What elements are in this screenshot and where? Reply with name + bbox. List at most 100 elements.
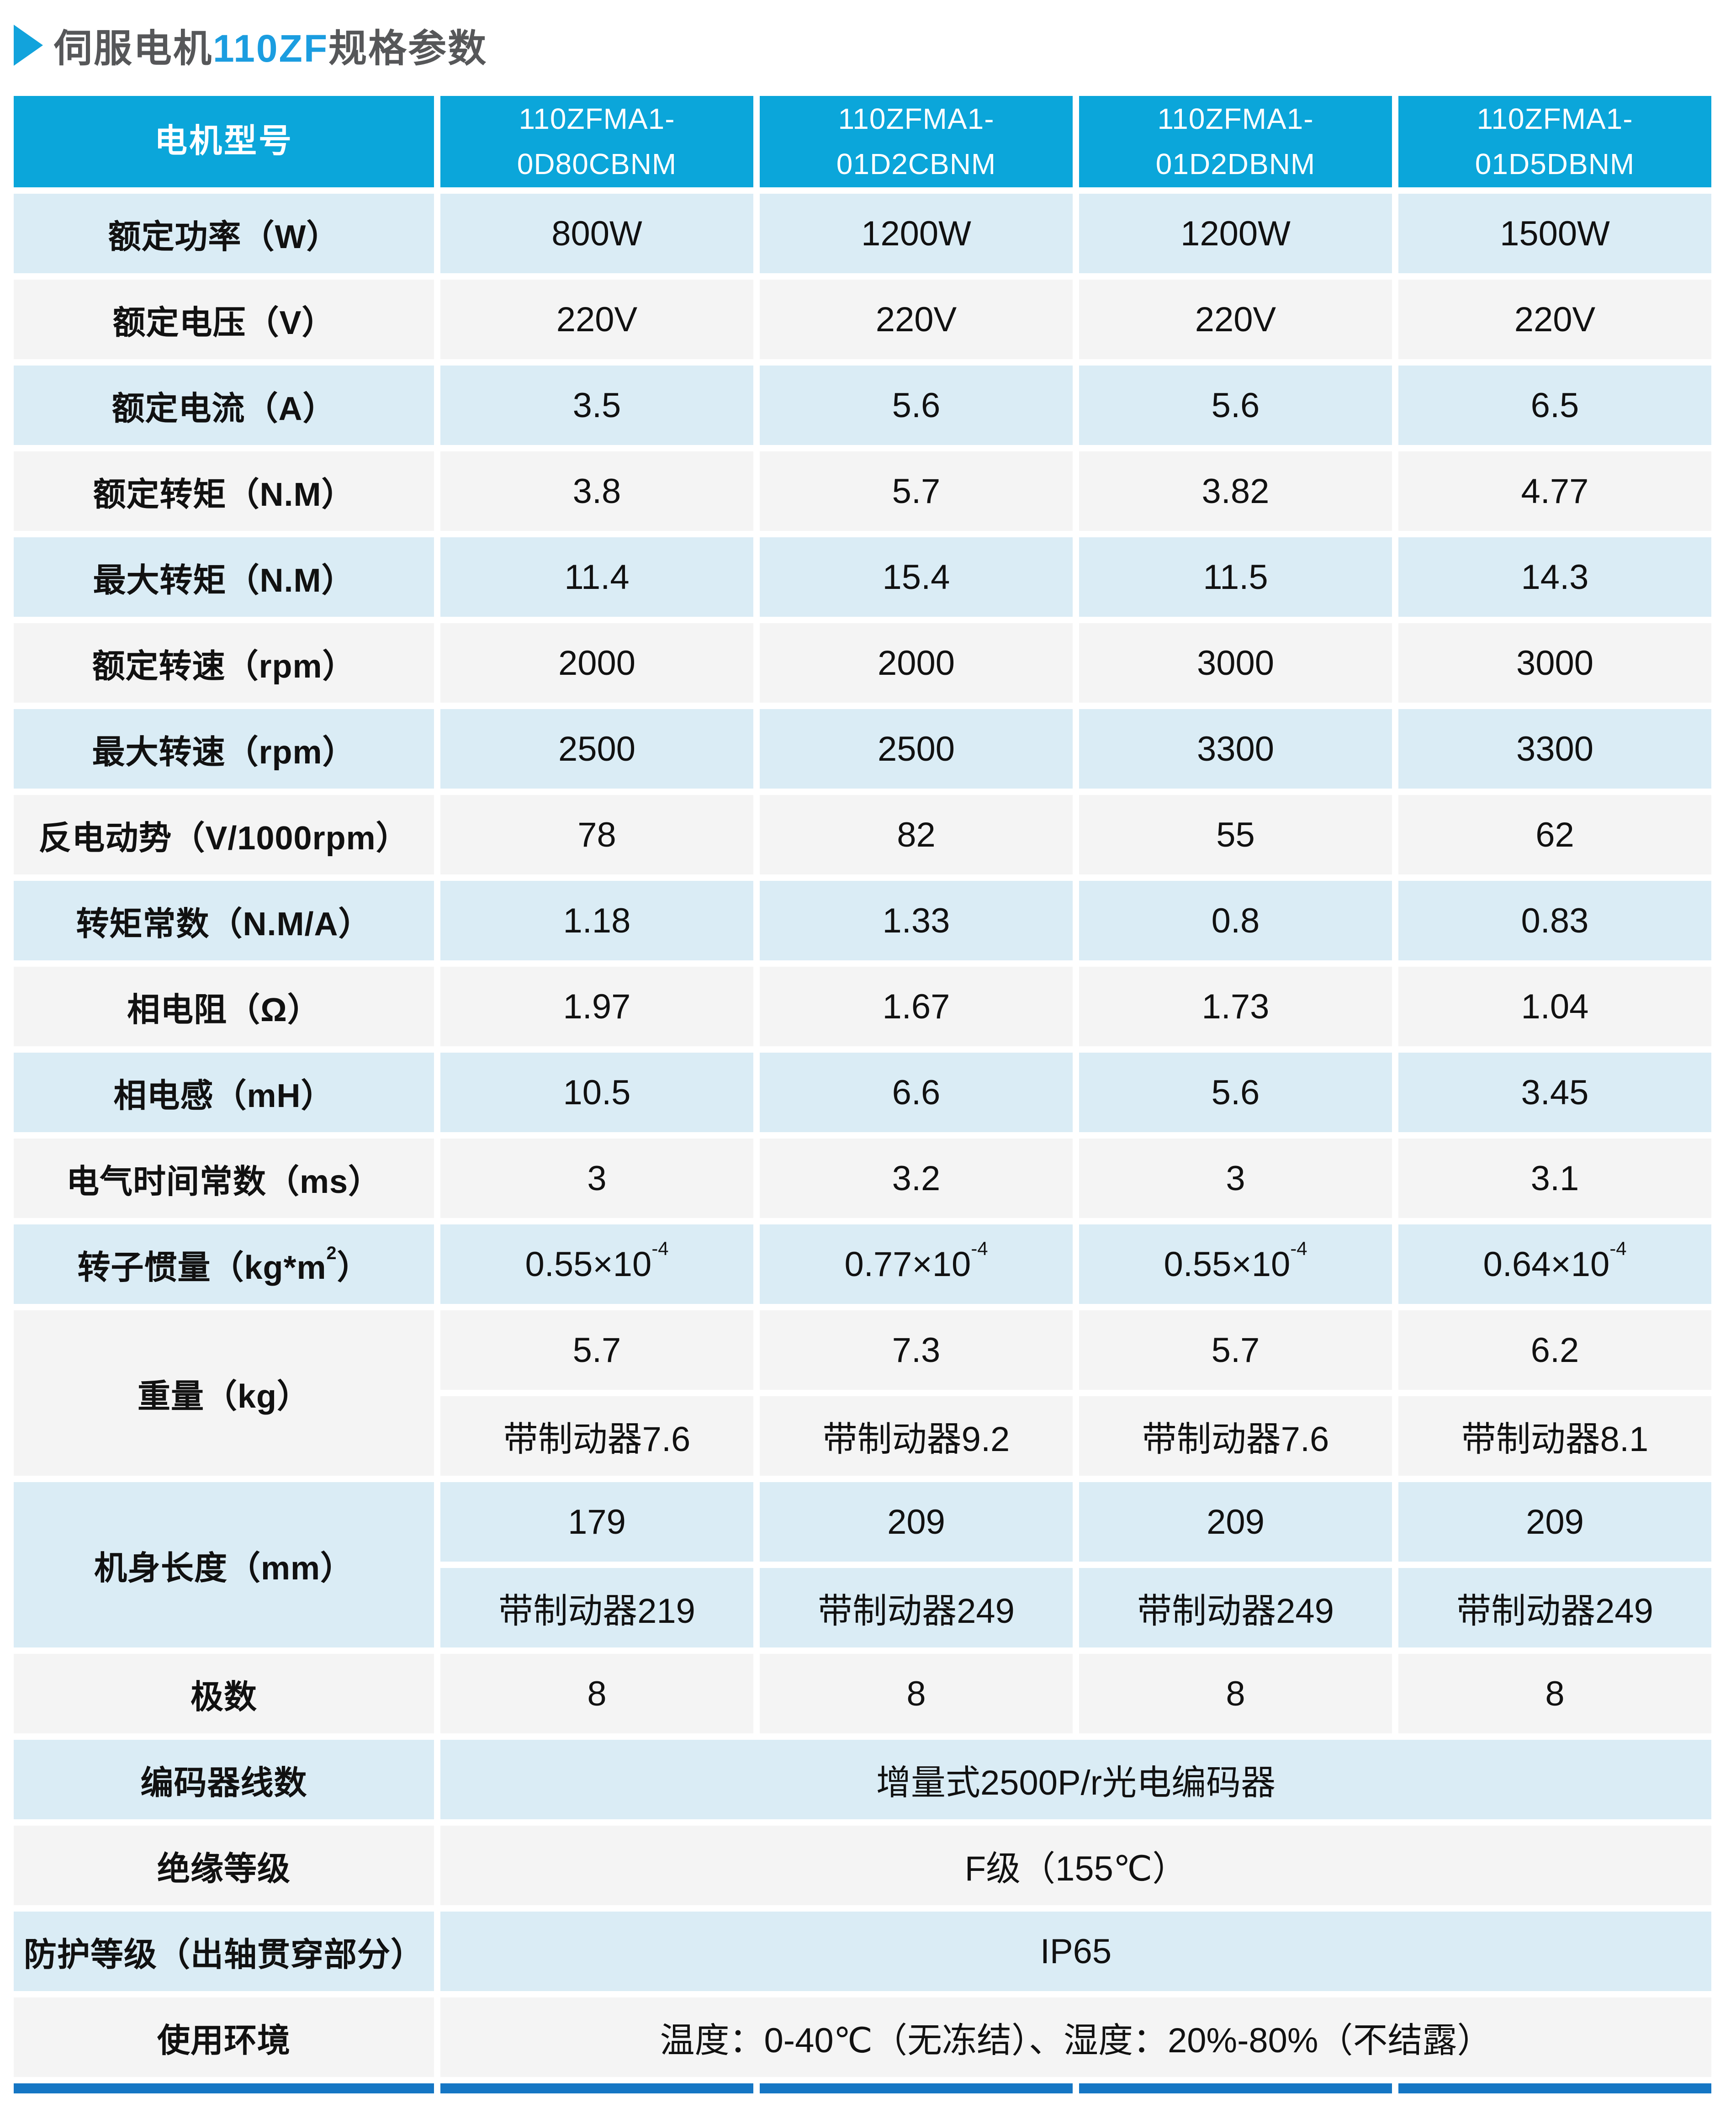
right-triangle-icon	[14, 25, 43, 66]
spec-cell: 3300	[1079, 709, 1392, 789]
spec-cell: 3.5	[440, 366, 753, 445]
spec-cell: 3	[1079, 1139, 1392, 1218]
spec-cell: 5.7	[760, 451, 1073, 531]
header-motor-model: 电机型号	[14, 96, 434, 187]
spec-cell: 3	[440, 1139, 753, 1218]
spec-cell: 3300	[1398, 709, 1711, 789]
spec-cell-merged: 增量式2500P/r光电编码器	[440, 1740, 1711, 1819]
value-superscript: -4	[651, 1238, 669, 1260]
spec-cell-merged: IP65	[440, 1912, 1711, 1991]
spec-cell: 55	[1079, 795, 1392, 874]
spec-cell: 7.3	[760, 1310, 1073, 1390]
spec-cell: 3.82	[1079, 451, 1392, 531]
row-phase-inductance: 相电感（mH） 10.5 6.6 5.6 3.45	[14, 1053, 1711, 1132]
spec-cell: 5.6	[760, 366, 1073, 445]
spec-cell: 209	[760, 1482, 1073, 1562]
value-superscript: -4	[1609, 1238, 1627, 1260]
spec-cell: 1.18	[440, 881, 753, 960]
spec-cell: 1500W	[1398, 194, 1711, 273]
spec-cell: 带制动器249	[760, 1568, 1073, 1647]
row-label: 额定电流（A）	[14, 366, 434, 445]
value-base: 0.55×10	[525, 1245, 652, 1284]
spec-cell: 1.33	[760, 881, 1073, 960]
row-label: 相电感（mH）	[14, 1053, 434, 1132]
spec-cell: 179	[440, 1482, 753, 1562]
spec-table: 电机型号 110ZFMA1- 0D80CBNM 110ZFMA1- 01D2CBNM…	[7, 90, 1718, 2100]
label-text: 转子惯量（kg*m	[77, 1249, 327, 1286]
spec-cell: 带制动器7.6	[1079, 1396, 1392, 1476]
spec-cell: 2500	[760, 709, 1073, 789]
spec-cell-merged: F级（155℃）	[440, 1826, 1711, 1905]
row-body-length-with-brake: 带制动器219 带制动器249 带制动器249 带制动器249	[14, 1568, 1711, 1647]
model-line: 01D5DBNM	[1475, 148, 1635, 180]
bottom-bar-segment	[760, 2083, 1073, 2093]
spec-cell: 220V	[1398, 280, 1711, 359]
row-label: 转子惯量（kg*m2）	[14, 1224, 434, 1304]
spec-cell: 3.8	[440, 451, 753, 531]
row-max-speed: 最大转速（rpm） 2500 2500 3300 3300	[14, 709, 1711, 789]
spec-cell: 5.6	[1079, 1053, 1392, 1132]
spec-cell: 11.4	[440, 537, 753, 617]
spec-cell: 1200W	[1079, 194, 1392, 273]
title-model-highlight: 110ZF	[213, 26, 329, 70]
spec-cell: 800W	[440, 194, 753, 273]
header-model-4: 110ZFMA1- 01D5DBNM	[1398, 96, 1711, 187]
spec-cell: 带制动器9.2	[760, 1396, 1073, 1476]
spec-cell: 10.5	[440, 1053, 753, 1132]
spec-cell: 0.8	[1079, 881, 1392, 960]
spec-cell: 0.55×10-4	[440, 1224, 753, 1304]
spec-cell: 2500	[440, 709, 753, 789]
row-torque-constant: 转矩常数（N.M/A） 1.18 1.33 0.8 0.83	[14, 881, 1711, 960]
spec-cell: 5.6	[1079, 366, 1392, 445]
spec-cell: 1200W	[760, 194, 1073, 273]
row-operating-environment: 使用环境 温度：0-40℃（无冻结）、湿度：20%-80%（不结露）	[14, 1997, 1711, 2077]
page-title: 伺服电机110ZF规格参数	[14, 20, 1736, 70]
spec-cell: 5.7	[1079, 1310, 1392, 1390]
value-base: 0.64×10	[1483, 1245, 1610, 1284]
row-rated-speed: 额定转速（rpm） 2000 2000 3000 3000	[14, 623, 1711, 703]
row-phase-resistance: 相电阻（Ω） 1.97 1.67 1.73 1.04	[14, 967, 1711, 1046]
spec-cell: 0.55×10-4	[1079, 1224, 1392, 1304]
value-base: 0.55×10	[1164, 1245, 1291, 1284]
row-rated-torque: 额定转矩（N.M） 3.8 5.7 3.82 4.77	[14, 451, 1711, 531]
spec-cell: 带制动器8.1	[1398, 1396, 1711, 1476]
spec-cell: 8	[440, 1654, 753, 1733]
header-model-1: 110ZFMA1- 0D80CBNM	[440, 96, 753, 187]
model-line: 01D2DBNM	[1155, 148, 1316, 180]
row-label: 相电阻（Ω）	[14, 967, 434, 1046]
row-back-emf: 反电动势（V/1000rpm） 78 82 55 62	[14, 795, 1711, 874]
spec-cell: 1.04	[1398, 967, 1711, 1046]
bottom-bar-segment	[1398, 2083, 1711, 2093]
spec-cell: 62	[1398, 795, 1711, 874]
row-label: 重量（kg）	[14, 1310, 434, 1476]
spec-cell: 220V	[440, 280, 753, 359]
row-label: 电气时间常数（ms）	[14, 1139, 434, 1218]
spec-cell: 3.1	[1398, 1139, 1711, 1218]
spec-cell: 1.67	[760, 967, 1073, 1046]
row-label: 最大转矩（N.M）	[14, 537, 434, 617]
value-superscript: -4	[1290, 1238, 1307, 1260]
spec-cell: 带制动器219	[440, 1568, 753, 1647]
spec-cell: 8	[760, 1654, 1073, 1733]
model-line: 01D2CBNM	[836, 148, 996, 180]
row-weight-with-brake: 带制动器7.6 带制动器9.2 带制动器7.6 带制动器8.1	[14, 1396, 1711, 1476]
spec-cell: 0.77×10-4	[760, 1224, 1073, 1304]
row-label: 编码器线数	[14, 1740, 434, 1819]
spec-cell: 带制动器249	[1079, 1568, 1392, 1647]
spec-cell: 3.2	[760, 1139, 1073, 1218]
spec-cell: 82	[760, 795, 1073, 874]
spec-cell: 15.4	[760, 537, 1073, 617]
row-label: 额定功率（W）	[14, 194, 434, 273]
model-line: 0D80CBNM	[517, 148, 677, 180]
bottom-bar-segment	[1079, 2083, 1392, 2093]
spec-cell: 3000	[1398, 623, 1711, 703]
spec-cell: 1.73	[1079, 967, 1392, 1046]
row-insulation-class: 绝缘等级 F级（155℃）	[14, 1826, 1711, 1905]
spec-cell: 8	[1079, 1654, 1392, 1733]
row-rated-power: 额定功率（W） 800W 1200W 1200W 1500W	[14, 194, 1711, 273]
spec-cell: 带制动器249	[1398, 1568, 1711, 1647]
spec-cell: 11.5	[1079, 537, 1392, 617]
bottom-bar-segment	[14, 2083, 434, 2093]
spec-cell: 3.45	[1398, 1053, 1711, 1132]
